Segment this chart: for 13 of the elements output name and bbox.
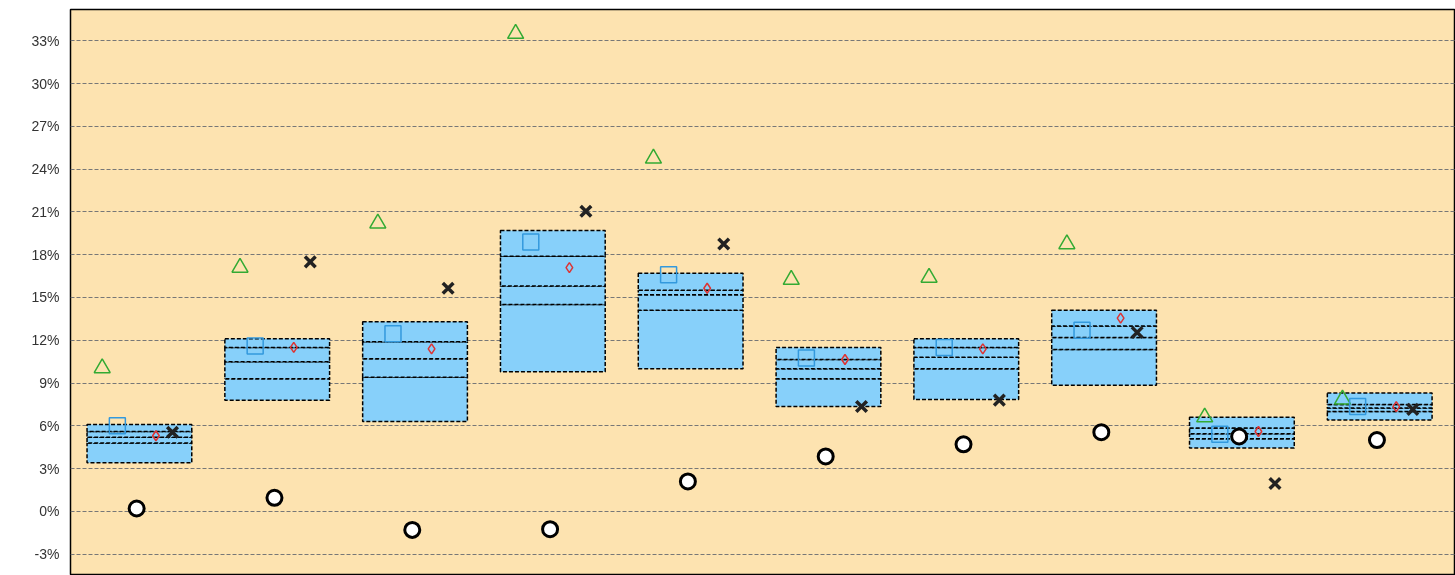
y-tick-label: 30% [31, 75, 60, 92]
y-tick-label: 27% [31, 118, 60, 135]
y-tick-label: 33% [31, 32, 60, 49]
y-tick-label: 21% [31, 203, 60, 220]
y-tick-label: 3% [39, 460, 60, 477]
y-tick-label: 0% [39, 503, 60, 520]
y-tick-label: 6% [39, 417, 60, 434]
y-tick-label: 18% [31, 246, 60, 263]
y-tick-label: 9% [39, 375, 60, 392]
y-tick-label: 24% [31, 161, 60, 178]
y-tick-label: -3% [34, 546, 60, 563]
y-tick-label: 15% [31, 289, 60, 306]
y-tick-label: 12% [31, 332, 60, 349]
